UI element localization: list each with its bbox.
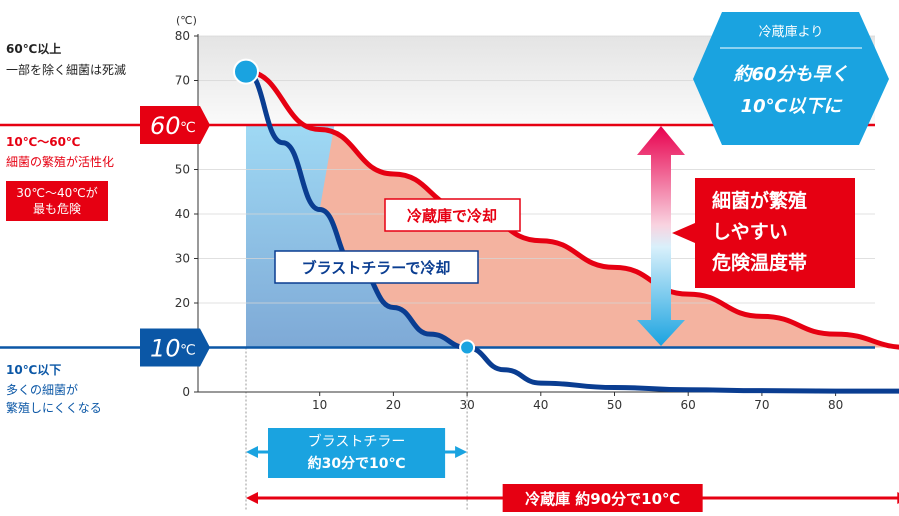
duration-arrow-head-left	[246, 492, 258, 504]
y-tick-label: 70	[175, 74, 190, 88]
hexagon-shape	[693, 12, 889, 145]
x-tick-label: 50	[607, 398, 622, 412]
duration-label-box	[502, 484, 703, 512]
zone-desc: 細菌の繁殖が活性化	[6, 155, 115, 169]
y-tick-label: 40	[175, 207, 190, 221]
hexagon-line-3: 10℃以下に	[741, 96, 844, 117]
above60-desc: 一部を除く細菌は死滅	[6, 63, 127, 77]
blast-curve	[243, 69, 899, 394]
duration-label-line-1: 冷蔵庫 約90分で10℃	[525, 490, 680, 508]
y-tick-label: 80	[175, 29, 190, 43]
x-tick-label: 40	[533, 398, 548, 412]
below10-desc2: 繁殖しにくくなる	[6, 401, 102, 415]
fridge-curve	[243, 69, 899, 350]
marker-point	[233, 58, 259, 85]
danger-zone-line-2: しやすい	[712, 221, 788, 243]
ref-label-value: 60	[150, 112, 181, 140]
danger-zone-fill	[269, 125, 885, 348]
ref-label-box	[140, 328, 210, 367]
y-tick-label: 50	[175, 163, 190, 177]
ref-label-value: 10	[150, 335, 181, 363]
duration-arrow-head-left	[246, 446, 258, 458]
ref-label-box	[140, 106, 210, 144]
danger-zone-line-3: 危険温度帯	[712, 251, 807, 274]
danger-zone-box	[672, 178, 855, 288]
x-tick-label: 20	[386, 398, 401, 412]
fridge-label-box	[384, 198, 521, 232]
ref-label-60: 60 ℃	[140, 106, 210, 144]
duration-label-box	[268, 428, 446, 478]
y-tick-label: 30	[175, 252, 190, 266]
duration-arrow-2: 冷蔵庫 約90分で10℃	[246, 484, 899, 512]
x-tick-label: 10	[312, 398, 327, 412]
below10-desc1: 多くの細菌が	[6, 383, 79, 397]
y-tick-label: 0	[182, 385, 190, 399]
fridge-label-text: 冷蔵庫で冷却	[407, 207, 497, 225]
ref-label-unit: ℃	[180, 343, 196, 359]
x-tick-label: 80	[828, 398, 843, 412]
blast-label-text: ブラストチラーで冷却	[302, 259, 451, 277]
hexagon-line-2: 約60分も早く	[733, 64, 848, 85]
x-tick-label: 60	[681, 398, 696, 412]
ref-label-10: 10 ℃	[140, 328, 210, 367]
x-tick-label: 70	[754, 398, 769, 412]
y-tick-label: 20	[175, 296, 190, 310]
danger-arrow	[637, 126, 685, 346]
blast-label: ブラストチラーで冷却	[274, 250, 479, 284]
fridge-label: 冷蔵庫で冷却	[384, 198, 521, 232]
x-tick-label: 30	[459, 398, 474, 412]
below10-title: 10℃以下	[6, 363, 62, 377]
danger-arrow-shape	[637, 126, 685, 346]
duration-label-line-1: ブラストチラー	[308, 433, 406, 450]
most-danger-box: 30℃〜40℃が 最も危険	[6, 181, 108, 222]
duration-arrow-head-right	[455, 446, 468, 458]
blast-label-box	[274, 250, 479, 284]
most-danger-line1: 30℃〜40℃が	[16, 186, 98, 200]
ref-label-unit: ℃	[180, 120, 196, 136]
duration-label-line-2: 約30分で10℃	[308, 455, 406, 472]
most-danger-line2: 最も危険	[32, 202, 81, 217]
hexagon-line-1: 冷蔵庫より	[759, 25, 824, 40]
zone-title: 10℃〜60℃	[6, 135, 81, 149]
danger-zone-line-1: 細菌が繁殖	[712, 189, 807, 212]
above60-title: 60℃以上	[6, 42, 62, 56]
marker-point	[459, 339, 476, 356]
y-axis-title: (℃)	[176, 14, 197, 27]
